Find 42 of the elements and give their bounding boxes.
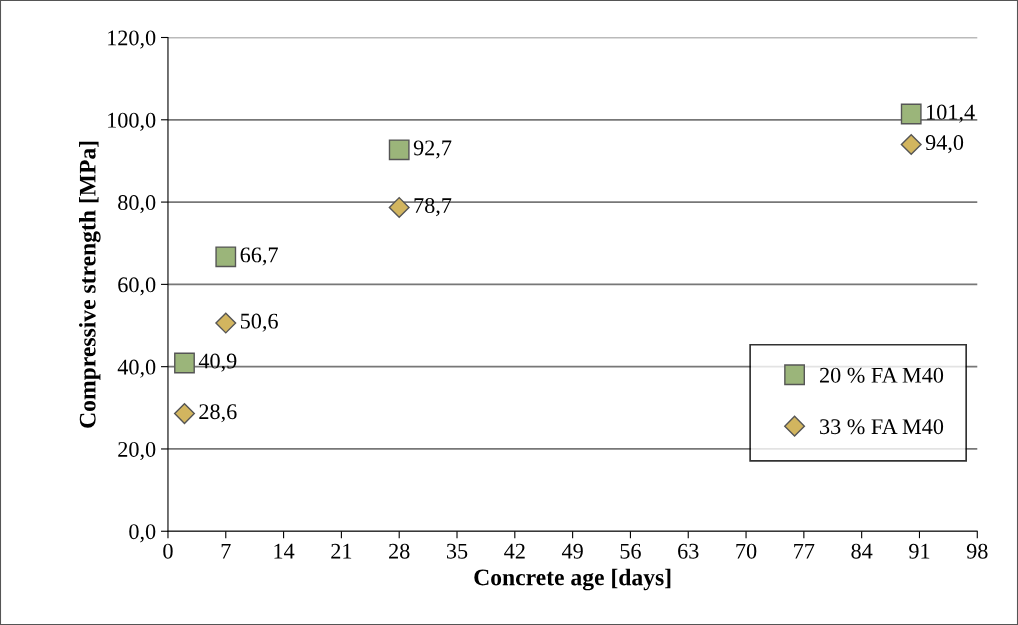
x-tick-label: 56 [620,543,641,559]
x-tick-label: 42 [504,543,525,559]
point [173,403,196,425]
x-tick-label: 70 [736,543,757,559]
y-tick-label: 40,0 [117,359,156,378]
x-tick-label: 14 [274,543,295,559]
x-tick-label: 84 [851,543,873,559]
legend-label: 33 % FA M40 [820,419,944,435]
y-axis-title: Compressive strength [MPa] [79,141,101,428]
data-label: 28,6 [199,404,237,423]
y-tick-label: 120,0 [108,30,156,49]
x-tick-label: 63 [678,543,699,559]
x-tick-label: 77 [794,543,815,559]
data-label: 40,9 [198,353,237,372]
point [388,139,410,161]
x-tick-label: 49 [561,543,583,559]
x-tick-label: 7 [221,543,231,559]
x-tick-label: 35 [446,543,468,559]
data-label: 66,7 [240,247,278,266]
x-tick-label: 21 [331,543,352,559]
y-tick-label: 60,0 [118,277,156,296]
point [900,133,922,155]
y-tick-label: 20,0 [118,441,156,461]
y-tick-label: 80,0 [118,195,156,214]
legend-label: 20 % FA M40 [820,367,944,383]
data-label: 101,4 [927,104,975,123]
x-tick-label: 91 [909,543,930,559]
y-tick-label: 0,0 [129,524,156,543]
x-tick-label: 28 [389,543,410,559]
data-label: 94,0 [925,135,964,154]
point [174,352,195,374]
x-tick-label: 0 [163,543,173,559]
x-axis-title: Concrete age [days] [474,568,671,591]
point [900,103,922,125]
point [215,246,237,268]
data-label: 92,7 [413,140,452,159]
point [388,196,410,218]
y-tick-label: 100,0 [108,112,156,131]
point [215,312,237,334]
x-tick-label: 98 [966,543,988,559]
data-label: 50,6 [240,313,278,332]
data-label: 78,7 [414,198,452,217]
